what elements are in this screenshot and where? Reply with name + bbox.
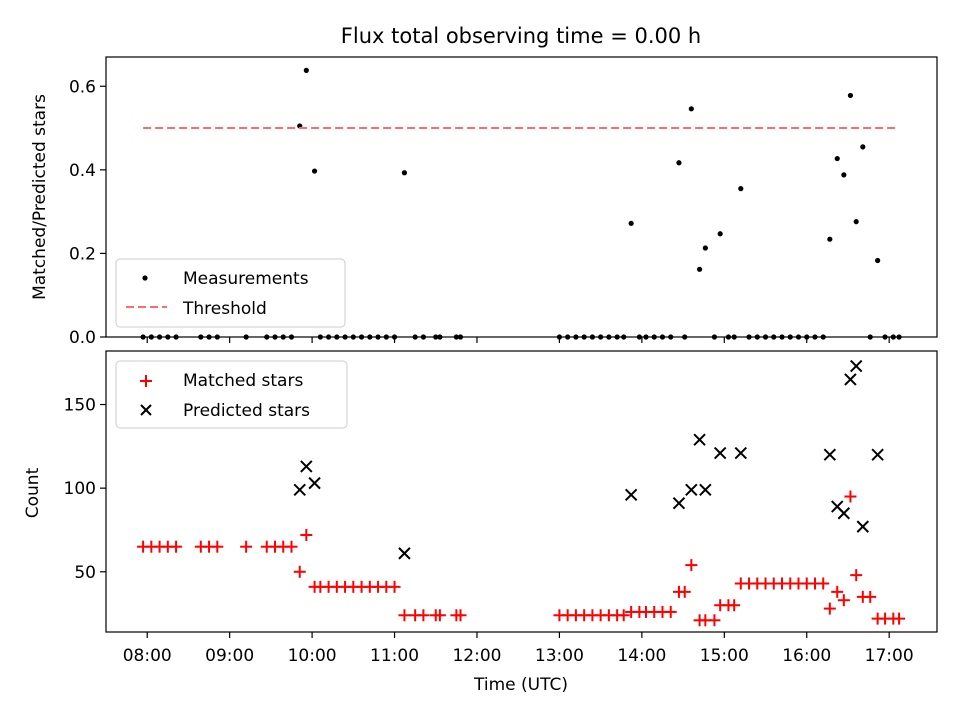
- measurement-point: [860, 144, 866, 150]
- matched-stars-point: [823, 602, 836, 615]
- xtick-label: 12:00: [452, 646, 501, 666]
- top-ylabel: Matched/Predicted stars: [30, 94, 50, 300]
- matched-stars-point: [831, 585, 844, 598]
- matched-stars-point: [433, 609, 446, 622]
- matched-stars-point: [617, 609, 630, 622]
- xtick-label: 10:00: [288, 646, 337, 666]
- predicted-stars-point: [844, 373, 857, 386]
- predicted-stars-point: [823, 448, 837, 461]
- xtick-label: 13:00: [535, 646, 584, 666]
- measurement-point: [311, 168, 318, 174]
- measurement-point: [827, 236, 833, 242]
- bottom-ticks: 50 100 150 08:00 09:00 10:00 11:00 12:00 13:00 14…: [64, 396, 914, 666]
- measurement-point: [717, 231, 723, 237]
- predicted-stars-point: [699, 483, 712, 497]
- xtick-label: 08:00: [123, 646, 172, 666]
- bottom-legend: Matched stars Predicted stars: [115, 360, 348, 429]
- legend-measurements-marker: [142, 275, 148, 281]
- bottom-plot-area: [137, 359, 906, 627]
- matched-stars-point: [170, 540, 183, 553]
- top-legend: Measurements Threshold: [115, 258, 346, 328]
- bottom-legend-box: [115, 360, 348, 429]
- xtick-label: 14:00: [617, 646, 666, 666]
- measurement-point: [853, 219, 859, 225]
- measurement-point: [303, 67, 309, 73]
- matched-stars-point: [728, 599, 741, 612]
- top-ytick-label: 0.6: [69, 77, 96, 97]
- matched-stars-point: [300, 528, 313, 541]
- bottom-ylabel: Count: [23, 467, 43, 518]
- xtick-label: 11:00: [370, 646, 419, 666]
- predicted-stars-point: [713, 446, 727, 460]
- predicted-stars-point: [293, 483, 306, 497]
- matched-stars-point: [285, 540, 298, 553]
- legend-predicted-label: Predicted stars: [183, 401, 310, 421]
- xtick-label: 17:00: [865, 646, 914, 666]
- matched-stars-point: [398, 609, 411, 622]
- matched-stars-point: [708, 614, 721, 627]
- measurement-point: [628, 220, 634, 226]
- top-axes-frame: [105, 56, 938, 338]
- predicted-stars-point: [624, 488, 638, 502]
- ratio-panel: 0.0 0.2 0.4 0.6 Matched/Predicted stars Mea…: [30, 56, 938, 348]
- xtick-label: 15:00: [700, 646, 749, 666]
- bottom-ytick-label: 100: [64, 479, 96, 499]
- matched-stars-point: [388, 580, 401, 593]
- predicted-stars-point: [693, 433, 706, 446]
- measurement-point: [696, 266, 703, 272]
- matched-stars-point: [664, 605, 677, 618]
- bottom-xlabel: Time (UTC): [473, 675, 568, 695]
- measurement-point: [702, 245, 708, 251]
- measurement-point: [875, 257, 881, 264]
- measurement-point: [834, 155, 840, 162]
- legend-matched-label: Matched stars: [183, 371, 303, 391]
- measurement-point: [688, 106, 694, 112]
- top-ytick-label: 0.4: [69, 161, 96, 181]
- predicted-stars-point: [398, 547, 411, 560]
- predicted-stars-point: [672, 497, 686, 510]
- bottom-axes-frame: [105, 350, 938, 633]
- matched-stars-point: [893, 612, 906, 625]
- measurement-point: [738, 186, 744, 192]
- bottom-ytick-label: 50: [74, 563, 96, 583]
- legend-predicted-marker: [140, 404, 152, 416]
- predicted-stars-point: [837, 507, 851, 520]
- matched-stars-point: [850, 569, 863, 582]
- matched-stars-point: [678, 585, 691, 598]
- measurement-point: [847, 92, 854, 99]
- predicted-stars-point: [308, 476, 321, 490]
- matched-stars-point: [293, 565, 306, 578]
- matched-stars-point: [417, 609, 430, 622]
- matched-stars-point: [454, 609, 467, 622]
- top-legend-box: [115, 258, 346, 328]
- predicted-stars-point: [685, 483, 698, 497]
- matched-stars-point: [864, 590, 877, 603]
- predicted-stars-point: [300, 460, 313, 473]
- predicted-stars-point: [856, 520, 870, 533]
- count-panel: 50 100 150 08:00 09:00 10:00 11:00 12:00 13:00 14…: [23, 350, 938, 695]
- matched-stars-point: [685, 559, 698, 572]
- top-ticks: 0.0 0.2 0.4 0.6: [69, 77, 890, 348]
- legend-matched-marker: [140, 375, 152, 387]
- measurement-point: [841, 172, 847, 178]
- matched-stars-point: [817, 577, 830, 590]
- measurement-point: [401, 170, 408, 176]
- predicted-stars-point: [871, 448, 884, 461]
- legend-threshold-label: Threshold: [182, 299, 267, 319]
- measurement-point: [676, 160, 682, 166]
- matched-stars-point: [240, 540, 253, 553]
- bottom-ytick-label: 150: [64, 396, 96, 416]
- xtick-label: 09:00: [205, 646, 254, 666]
- matched-stars-point: [837, 594, 850, 607]
- matched-stars-point: [844, 490, 857, 503]
- predicted-stars-point: [850, 359, 863, 373]
- legend-measurements-label: Measurements: [183, 269, 309, 289]
- xtick-label: 16:00: [782, 646, 831, 666]
- chart-title: Flux total observing time = 0.00 h: [341, 24, 701, 48]
- top-ytick-label: 0.2: [69, 244, 96, 264]
- predicted-stars-point: [734, 446, 747, 460]
- top-ytick-label: 0.0: [69, 328, 96, 348]
- matched-stars-point: [211, 540, 224, 553]
